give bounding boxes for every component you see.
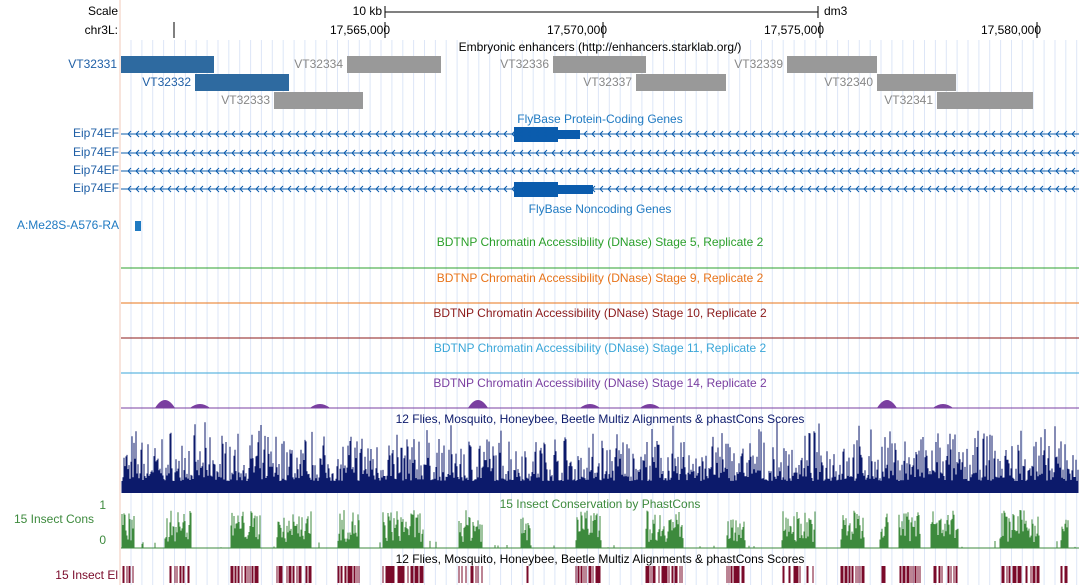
gene-label[interactable]: Eip74EF (73, 145, 119, 159)
enhancers (121, 56, 1033, 109)
track-title: BDTNP Chromatin Accessibility (DNase) St… (434, 341, 767, 355)
grid (130, 40, 1078, 585)
position: 17,575,000 (764, 23, 824, 37)
dnase-signal (155, 400, 953, 408)
phastcons-signal (121, 510, 1079, 549)
ruler-ticks (173, 22, 1038, 38)
track-title: BDTNP Chromatin Accessibility (DNase) St… (433, 376, 767, 390)
gene-label[interactable]: Eip74EF (73, 181, 119, 195)
grid-lines (130, 40, 1078, 585)
scale-bar (384, 6, 819, 18)
track-label[interactable]: 15 Insect Cons (14, 512, 94, 526)
chrom: chr3L: (85, 23, 118, 37)
assembly: dm3 (824, 4, 848, 18)
gene-label[interactable]: Eip74EF (73, 126, 119, 140)
gene-line (121, 149, 1079, 157)
multiz-signal (121, 421, 1079, 493)
scale-bar-label: 10 kb (353, 4, 383, 18)
track-title: BDTNP Chromatin Accessibility (DNase) St… (433, 306, 767, 320)
enhancer-label[interactable]: VT32337 (583, 75, 632, 89)
noncoding-gene (135, 221, 141, 231)
enhancer-label[interactable]: VT32331 (68, 57, 117, 71)
enhancer-label[interactable]: VT32340 (824, 75, 873, 89)
enhancer-label[interactable]: VT32334 (294, 57, 343, 71)
scale-label: Scale (88, 4, 118, 18)
track-title: FlyBase Protein-Coding Genes (517, 112, 682, 126)
track-title: Embryonic enhancers (http://enhancers.st… (459, 40, 742, 54)
gene-label[interactable]: A:Me28S-A576-RA (17, 218, 119, 232)
conserved-elements (122, 566, 1068, 583)
enhancer-label[interactable]: VT32336 (500, 57, 549, 71)
gene-line (121, 130, 1079, 138)
enhancer-label[interactable]: VT32332 (142, 75, 191, 89)
track-title: BDTNP Chromatin Accessibility (DNase) St… (437, 235, 764, 249)
track-title: 12 Flies, Mosquito, Honeybee, Beetle Mul… (396, 552, 805, 566)
position: 17,570,000 (547, 23, 607, 37)
axis-min: 0 (99, 533, 106, 547)
track-label[interactable]: 15 Insect El (55, 568, 118, 582)
gene-line (121, 167, 1079, 175)
axis-max: 1 (99, 498, 106, 512)
enhancer-label[interactable]: VT32341 (884, 93, 933, 107)
enhancer-label[interactable]: VT32339 (734, 57, 783, 71)
gene-label[interactable]: Eip74EF (73, 163, 119, 177)
track-title: 15 Insect Conservation by PhastCons (500, 497, 701, 511)
track-title: FlyBase Noncoding Genes (529, 202, 672, 216)
position: 17,565,000 (330, 23, 390, 37)
position: 17,580,000 (981, 23, 1041, 37)
enhancer-label[interactable]: VT32333 (221, 93, 270, 107)
track-title: BDTNP Chromatin Accessibility (DNase) St… (437, 271, 764, 285)
gene-line (121, 185, 1079, 193)
track-title: 12 Flies, Mosquito, Honeybee, Beetle Mul… (396, 412, 805, 426)
gene-models (121, 127, 1079, 197)
